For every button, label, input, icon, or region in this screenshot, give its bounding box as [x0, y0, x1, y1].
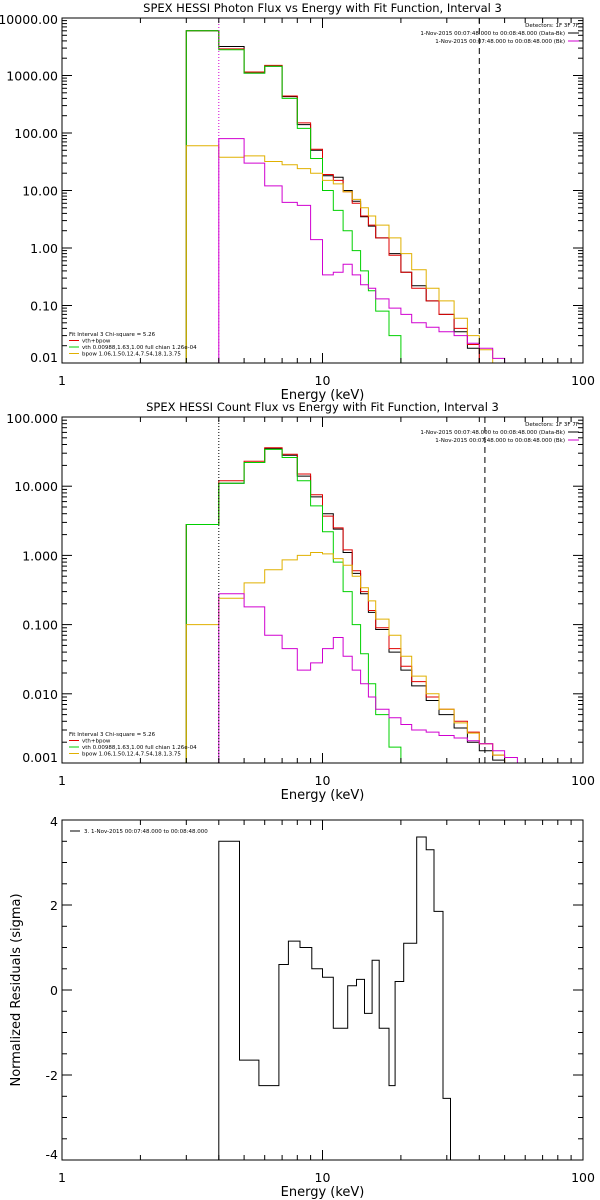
panel2-title: SPEX HESSI Count Flux vs Energy with Fit…: [146, 400, 499, 414]
panel2-ytick-label: 0.001: [22, 750, 58, 765]
panel2-xtick-label: 1: [58, 773, 66, 788]
panel1-xtick-label: 10: [315, 373, 331, 388]
panel2-xlabel: Energy (keV): [281, 788, 365, 803]
panel3-series-total: [218, 836, 468, 1160]
panel2-series-vth: [185, 448, 531, 763]
panel1-xtick-label: 100: [571, 373, 595, 388]
panel1-series-total: [185, 30, 505, 363]
panel3-legend-text-1: 3. 1-Nov-2015 00:07:48.000 to 00:08:48.0…: [84, 829, 208, 835]
panel2-axes-frame: [61, 416, 584, 764]
panel3-ylabel: Normalized Residuals (sigma): [9, 893, 24, 1086]
panel1-ytick-label: 0.10: [30, 299, 58, 314]
panel1-ytick-label: 0.01: [30, 350, 58, 365]
panel3-xtick-label: 1: [58, 1170, 66, 1185]
panel3-xtick-label: 10: [315, 1170, 331, 1185]
panel1-ytick-label: 100.00: [14, 126, 58, 141]
panel2-detectors-label: Detectors: 1F 3F 7F: [525, 422, 579, 428]
panel1-series-vth: [185, 30, 505, 363]
panel2-legend-text-2: 1-Nov-2015 00:07:48.000 to 00:08:48.000 …: [435, 438, 565, 444]
panel2-fit-entry-2: vth 0.00988,1.63,1.00 full chian 1.26e-0…: [82, 745, 197, 751]
panel1-fit-entry-3: bpow 1.06,1.50,12.4,7.54,18.1,3.75: [82, 352, 181, 358]
panel2-ytick-label: 100.000: [6, 411, 58, 426]
panel1-xlabel: Energy (keV): [281, 388, 365, 403]
panel2-fit-entry-3: bpow 1.06,1.50,12.4,7.54,18.1,3.75: [82, 752, 181, 758]
panel1-fit-header: Fit Interval 3 Chi-square = 5.26: [69, 332, 156, 338]
panel1-xtick-label: 1: [58, 373, 66, 388]
panel1-series-bk: [186, 138, 506, 363]
panel3-ytick-label: -4: [46, 1147, 59, 1162]
panel3-ytick-label: 4: [50, 814, 58, 829]
panel2-series-fit: [185, 447, 531, 763]
panel1-fit-entry-2: vth 0.00988,1.63,1.00 full chian 1.26e-0…: [82, 345, 197, 351]
panel3-xtick-label: 100: [571, 1170, 595, 1185]
panel2-ytick-label: 10.000: [14, 479, 58, 494]
panel2-xtick-label: 10: [315, 773, 331, 788]
panel2-xtick-label: 100: [571, 773, 595, 788]
panel2-fit-header: Fit Interval 3 Chi-square = 5.26: [69, 732, 156, 738]
panel1-ytick-label: 10000.00: [0, 12, 58, 27]
panel3-ytick-label: 2: [50, 898, 58, 913]
panel1-series-bpow: [185, 145, 505, 363]
panel3-ytick-label: 0: [50, 983, 58, 998]
panel2-fit-entry-1: vth+bpow: [82, 739, 111, 745]
panel1-ytick-label: 10.00: [22, 184, 58, 199]
panel1-legend-text-1: 1-Nov-2015 00:07:48.000 to 00:08:48.000 …: [420, 31, 565, 37]
panel3-ytick-label: -2: [46, 1068, 58, 1083]
panel2-legend-text-1: 1-Nov-2015 00:07:48.000 to 00:08:48.000 …: [420, 430, 565, 436]
panel2-ytick-label: 0.010: [22, 687, 58, 702]
panel2-series-total: [185, 448, 531, 763]
panel2-ytick-label: 1.000: [22, 548, 58, 563]
panel2-ytick-label: 0.100: [22, 618, 58, 633]
panel3-axes-frame: [61, 819, 584, 1161]
panel1-detectors-label: Detectors: 1F 3F 7F: [525, 23, 579, 29]
panel1-ytick-label: 1.00: [30, 241, 58, 256]
panel1-legend-text-2: 1-Nov-2015 00:07:48.000 to 00:08:48.000 …: [435, 39, 565, 45]
panel3-xlabel: Energy (keV): [281, 1185, 365, 1200]
panel1-title: SPEX HESSI Photon Flux vs Energy with Fi…: [143, 1, 502, 15]
panel1-fit-entry-1: vth+bpow: [82, 339, 111, 345]
panel1-series-fit: [185, 30, 505, 363]
panel2-series-bk: [186, 593, 531, 763]
panel1-ytick-label: 1000.00: [6, 69, 58, 84]
panel2-series-bpow: [185, 552, 531, 763]
